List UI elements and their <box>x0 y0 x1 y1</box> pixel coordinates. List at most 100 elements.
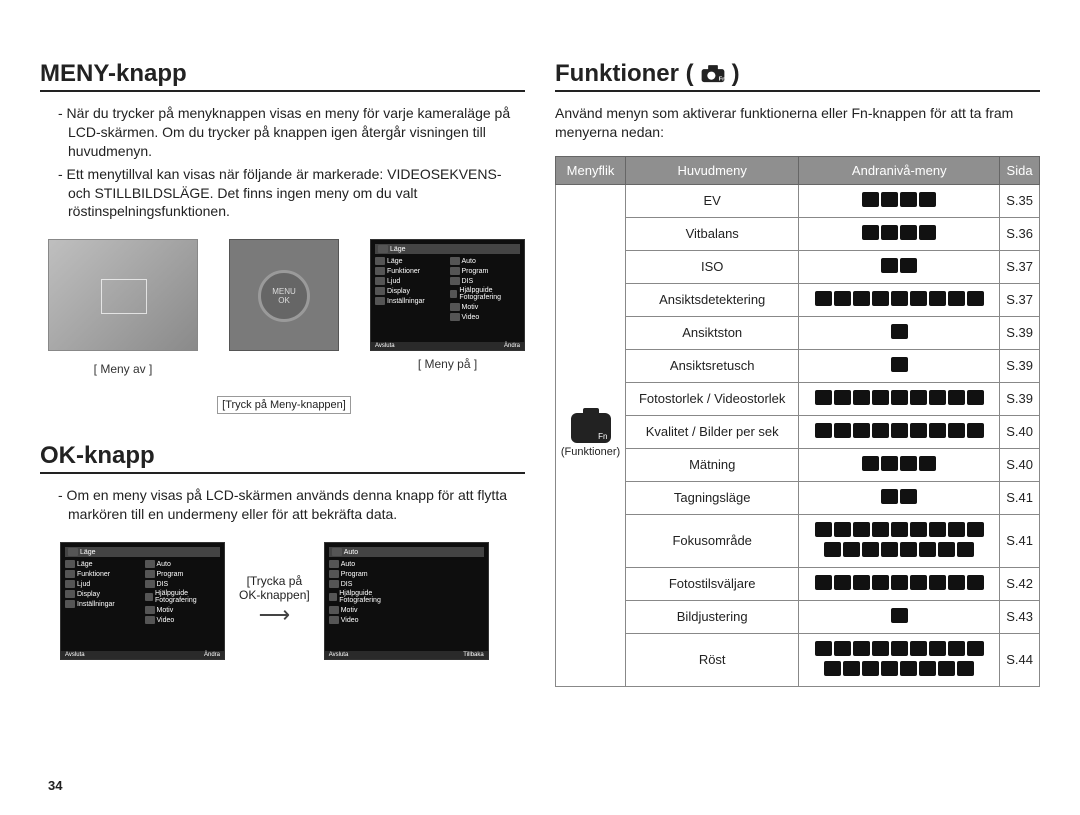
mode-icon <box>881 225 898 240</box>
menyflik-cell: (Funktioner) <box>556 184 626 686</box>
andraniva-cell <box>799 514 1000 567</box>
camera-fn-icon <box>571 413 611 443</box>
sida-cell: S.37 <box>1000 283 1040 316</box>
mode-icon <box>957 661 974 676</box>
mode-icon <box>891 608 908 623</box>
meny-figures: [ Meny av ] MENUOK [Tryck på Meny-knappe… <box>48 239 525 414</box>
sida-cell: S.41 <box>1000 481 1040 514</box>
fig-meny-on: Läge Läge Funktioner Ljud Display Instäl… <box>370 239 525 371</box>
huvudmeny-cell: Bildjustering <box>626 600 799 633</box>
lcd-photo-icon <box>48 239 198 351</box>
huvudmeny-cell: Vitbalans <box>626 217 799 250</box>
funktioner-heading: Funktioner ( Fn ) <box>555 60 1040 92</box>
sida-cell: S.43 <box>1000 600 1040 633</box>
mode-icon <box>929 390 946 405</box>
menyflik-label: (Funktioner) <box>561 446 620 458</box>
mode-icon <box>891 423 908 438</box>
funktioner-heading-text: Funktioner ( <box>555 60 694 88</box>
mode-icon <box>900 192 917 207</box>
table-row: FotostilsväljareS.42 <box>556 567 1040 600</box>
andraniva-cell <box>799 633 1000 686</box>
menu-left-col: Läge Funktioner Ljud Display Inställning… <box>375 256 446 322</box>
mode-icon <box>891 522 908 537</box>
sida-cell: S.39 <box>1000 349 1040 382</box>
mode-icon <box>967 291 984 306</box>
sida-cell: S.41 <box>1000 514 1040 567</box>
mode-icon <box>929 423 946 438</box>
mode-icon <box>900 542 917 557</box>
mode-icon <box>872 522 889 537</box>
th-andraniva: Andranivå-meny <box>799 156 1000 184</box>
mode-icon <box>853 641 870 656</box>
funktioner-heading-close: ) <box>732 60 740 88</box>
mode-icon <box>910 291 927 306</box>
mode-icon <box>843 542 860 557</box>
sida-cell: S.40 <box>1000 415 1040 448</box>
mode-icon <box>948 522 965 537</box>
mode-icon <box>872 423 889 438</box>
andraniva-cell <box>799 600 1000 633</box>
mode-icon <box>891 324 908 339</box>
huvudmeny-cell: Fotostorlek / Videostorlek <box>626 382 799 415</box>
andraniva-cell <box>799 382 1000 415</box>
th-huvudmeny: Huvudmeny <box>626 156 799 184</box>
andraniva-cell <box>799 250 1000 283</box>
sida-cell: S.42 <box>1000 567 1040 600</box>
mode-icon <box>948 291 965 306</box>
table-row: Bildjustering S.43 <box>556 600 1040 633</box>
mode-icon <box>919 542 936 557</box>
mode-icon <box>948 390 965 405</box>
mode-icon <box>919 456 936 471</box>
funktioner-intro: Använd menyn som aktiverar funktionerna … <box>555 104 1040 142</box>
mode-icon <box>872 641 889 656</box>
table-row: ISOS.37 <box>556 250 1040 283</box>
mode-icon <box>967 390 984 405</box>
svg-text:Fn: Fn <box>718 77 725 83</box>
mode-icon <box>948 423 965 438</box>
andraniva-cell <box>799 567 1000 600</box>
table-row: (Funktioner)EVS.35 <box>556 184 1040 217</box>
mode-icon <box>900 225 917 240</box>
mode-icon <box>853 423 870 438</box>
mode-icon <box>929 641 946 656</box>
mode-icon <box>910 641 927 656</box>
sida-cell: S.35 <box>1000 184 1040 217</box>
mode-icon <box>948 575 965 590</box>
mode-icon <box>967 522 984 537</box>
mode-icon <box>881 456 898 471</box>
huvudmeny-cell: Ansiktston <box>626 316 799 349</box>
table-row: RöstS.44 <box>556 633 1040 686</box>
mode-icon <box>891 291 908 306</box>
mode-icon <box>929 291 946 306</box>
mode-icon <box>853 291 870 306</box>
andraniva-cell <box>799 316 1000 349</box>
andraniva-cell <box>799 217 1000 250</box>
meny-heading-text: MENY-knapp <box>40 60 187 88</box>
huvudmeny-cell: Tagningsläge <box>626 481 799 514</box>
mode-icon <box>862 456 879 471</box>
mode-icon <box>834 390 851 405</box>
mode-icon <box>938 542 955 557</box>
mode-icon <box>881 258 898 273</box>
mode-icon <box>872 575 889 590</box>
meny-heading: MENY-knapp <box>40 60 525 92</box>
mode-icon <box>881 542 898 557</box>
th-sida: Sida <box>1000 156 1040 184</box>
caption-meny-on: [ Meny på ] <box>370 357 525 371</box>
table-row: FokusområdeS.41 <box>556 514 1040 567</box>
menu-right-col: Auto Program DIS Hjälpguide Fotograferin… <box>450 256 521 322</box>
huvudmeny-cell: Röst <box>626 633 799 686</box>
fig-meny-off: [ Meny av ] <box>48 239 198 376</box>
mode-icon <box>919 225 936 240</box>
huvudmeny-cell: Ansiktsdetektering <box>626 283 799 316</box>
mode-icon <box>862 225 879 240</box>
mode-icon <box>834 522 851 537</box>
andraniva-cell <box>799 448 1000 481</box>
table-header-row: Menyflik Huvudmeny Andranivå-meny Sida <box>556 156 1040 184</box>
mode-icon <box>929 575 946 590</box>
caption-press-menu: [Tryck på Meny-knappen] <box>217 396 351 414</box>
mode-icon <box>824 542 841 557</box>
mode-icon <box>815 423 832 438</box>
mode-icon <box>957 542 974 557</box>
caption-meny-off: [ Meny av ] <box>48 362 198 376</box>
